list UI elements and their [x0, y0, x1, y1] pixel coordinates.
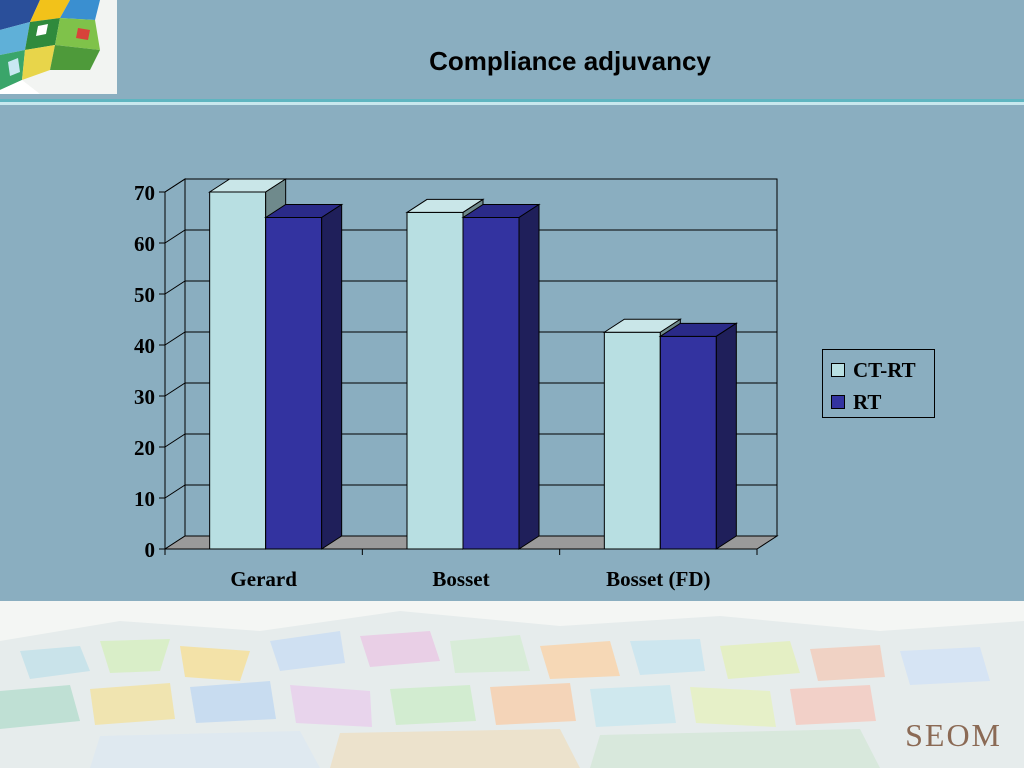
- bar-side-rt-2: [715, 322, 737, 550]
- gridline: [164, 433, 777, 448]
- legend-label-ct-rt: CT-RT: [853, 357, 916, 382]
- gridline: [164, 331, 777, 346]
- mosaic-logo: [0, 0, 117, 94]
- bar-ct-rt-2: [603, 331, 661, 550]
- gridline: [164, 229, 777, 244]
- y-tick-label: 0: [145, 538, 156, 562]
- slide-title: Compliance adjuvancy: [429, 46, 711, 76]
- x-tick-label: Bosset (FD): [606, 567, 710, 591]
- y-tick-label: 60: [134, 232, 155, 256]
- legend-item-rt: RT: [831, 390, 881, 414]
- gridline: [164, 178, 777, 193]
- bar-ct-rt-1: [406, 211, 464, 550]
- bar-chart: 0 10 20 30 40 50 60 70 Gerard Bosset Bosset (FD): [134, 178, 779, 591]
- y-tick-label: 40: [134, 334, 155, 358]
- bar-rt-2: [659, 335, 717, 550]
- bar-ct-rt-0: [209, 191, 267, 550]
- seom-logo: SEOM: [905, 717, 1002, 753]
- legend-label-rt: RT: [853, 389, 882, 414]
- chart-legend: CT-RT RT: [822, 349, 935, 418]
- y-tick-label: 50: [134, 283, 155, 307]
- legend-swatch-rt: [831, 395, 845, 409]
- gridline: [164, 484, 777, 499]
- y-tick-label: 20: [134, 436, 155, 460]
- y-tick-label: 70: [134, 181, 155, 205]
- bar-side-rt-0: [321, 203, 343, 550]
- gridline: [164, 382, 777, 397]
- x-tick-label: Gerard: [230, 567, 297, 591]
- bar-rt-1: [462, 217, 520, 550]
- x-tick-label: Bosset: [432, 567, 489, 591]
- legend-swatch-ct-rt: [831, 363, 845, 377]
- header-divider: [0, 94, 1024, 105]
- gridline: [164, 280, 777, 295]
- legend-item-ct-rt: CT-RT: [831, 358, 916, 382]
- y-tick-label: 10: [134, 487, 155, 511]
- bar-rt-0: [265, 217, 323, 550]
- y-tick-label: 30: [134, 385, 155, 409]
- mosaic-footer: SEOM: [0, 601, 1024, 768]
- bar-side-rt-1: [518, 203, 540, 550]
- plot-side-wall: [164, 178, 186, 550]
